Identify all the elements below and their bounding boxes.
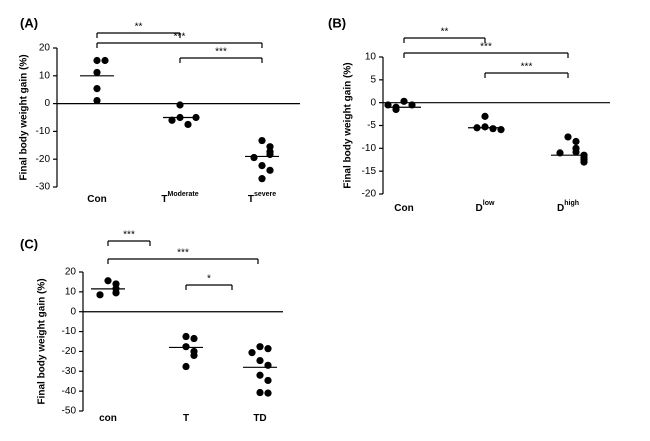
- significance-label: **: [441, 27, 449, 38]
- y-axis-label: Final body weight gain (%): [343, 62, 354, 188]
- category-text: T: [248, 194, 254, 205]
- data-point: [182, 332, 190, 341]
- y-tick-label: -20: [36, 154, 51, 165]
- y-tick-label: -10: [36, 126, 51, 137]
- significance-label: ***: [174, 32, 186, 43]
- category-text: Con: [87, 194, 106, 205]
- significance-label: **: [135, 22, 143, 33]
- y-tick-label: 10: [65, 286, 77, 297]
- data-point: [182, 343, 190, 351]
- x-tick-label: Con: [87, 194, 106, 205]
- data-point: [248, 349, 256, 357]
- significance-label: ***: [521, 62, 533, 73]
- data-point: [264, 389, 272, 397]
- data-point: [572, 148, 580, 156]
- y-tick-label: 5: [370, 74, 376, 85]
- y-tick-label: 10: [39, 70, 51, 81]
- y-tick-label: -30: [62, 366, 77, 377]
- data-point: [572, 137, 580, 146]
- y-tick-label: 0: [370, 97, 376, 108]
- data-point: [256, 356, 264, 365]
- x-tick-label: T: [183, 413, 189, 424]
- data-point: [182, 362, 190, 371]
- panel-label: (A): [20, 15, 38, 30]
- data-point: [190, 334, 198, 343]
- data-point: [168, 116, 176, 124]
- y-tick-label: -30: [36, 182, 51, 193]
- y-tick-label: -10: [62, 326, 77, 337]
- data-point: [96, 291, 104, 299]
- y-tick-label: -40: [62, 386, 77, 397]
- category-text: T: [161, 194, 167, 205]
- data-point: [258, 175, 266, 183]
- data-point: [481, 123, 489, 131]
- data-point: [400, 97, 408, 105]
- data-point: [264, 376, 272, 385]
- category-text: D: [557, 203, 564, 214]
- y-tick-label: -10: [362, 143, 377, 154]
- panel-label: (C): [20, 236, 38, 251]
- x-tick-label: Con: [394, 203, 413, 214]
- x-tick-label: Dhigh: [557, 200, 579, 214]
- data-point: [489, 125, 497, 133]
- category-text: Con: [394, 203, 413, 214]
- significance-label: ***: [123, 230, 135, 241]
- y-axis-label: Final body weight gain (%): [19, 54, 30, 180]
- y-tick-label: 0: [70, 306, 76, 317]
- data-point: [497, 126, 505, 134]
- data-point: [564, 133, 572, 141]
- y-tick-label: -20: [362, 189, 377, 200]
- category-text: con: [99, 413, 117, 424]
- data-point: [258, 161, 266, 170]
- significance-label: *: [207, 274, 211, 285]
- category-sup: severe: [254, 191, 276, 198]
- significance-label: ***: [215, 47, 227, 58]
- y-tick-label: 20: [65, 267, 77, 278]
- data-point: [264, 345, 272, 353]
- category-text: T: [183, 413, 189, 424]
- data-point: [250, 153, 258, 162]
- data-point: [256, 343, 264, 351]
- data-point: [256, 371, 264, 379]
- data-point: [266, 166, 274, 174]
- panel-label: (B): [328, 15, 346, 30]
- significance-label: ***: [177, 248, 189, 259]
- data-point: [93, 68, 101, 77]
- x-tick-label: Dlow: [476, 200, 495, 214]
- significance-label: ***: [480, 42, 492, 53]
- data-point: [112, 289, 120, 297]
- data-point: [190, 351, 198, 359]
- y-axis-label: Final body weight gain (%): [37, 278, 48, 404]
- data-point: [481, 112, 489, 120]
- y-tick-label: -50: [62, 406, 77, 417]
- data-point: [93, 56, 101, 65]
- data-point: [104, 277, 112, 285]
- x-tick-label: TModerate: [161, 191, 198, 205]
- data-point: [258, 136, 266, 145]
- data-point: [184, 120, 192, 129]
- data-point: [93, 96, 101, 105]
- y-tick-label: -5: [367, 120, 376, 131]
- category-text: D: [476, 203, 483, 214]
- x-tick-label: con: [99, 413, 117, 424]
- x-tick-label: Tsevere: [248, 191, 276, 205]
- data-point: [101, 56, 109, 65]
- data-point: [176, 101, 184, 109]
- data-point: [256, 388, 264, 397]
- category-sup: Moderate: [167, 191, 198, 198]
- y-tick-label: 20: [39, 43, 51, 54]
- category-sup: high: [564, 200, 579, 207]
- y-tick-label: -15: [362, 166, 377, 177]
- data-point: [580, 158, 588, 166]
- y-tick-label: 0: [44, 98, 50, 109]
- x-tick-label: TD: [253, 413, 266, 424]
- category-text: TD: [253, 413, 266, 424]
- y-tick-label: -20: [62, 346, 77, 357]
- data-point: [266, 143, 274, 151]
- category-sup: low: [483, 200, 495, 207]
- data-point: [93, 84, 101, 93]
- y-tick-label: 10: [365, 52, 377, 63]
